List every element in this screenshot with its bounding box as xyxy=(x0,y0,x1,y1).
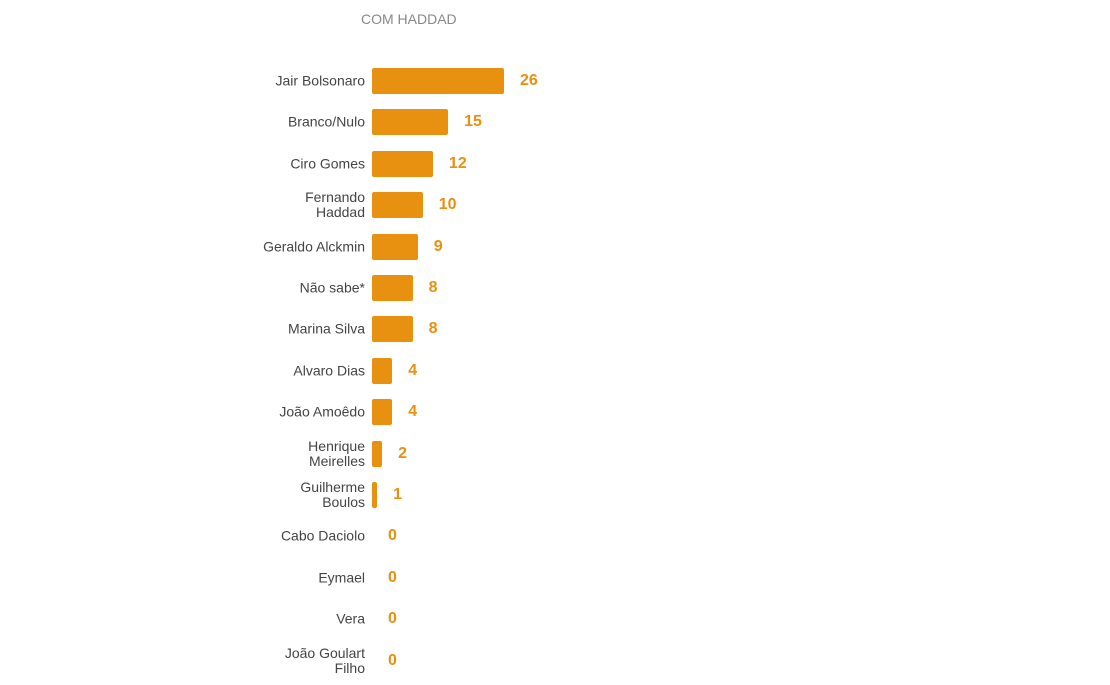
chart-title: COM HADDAD xyxy=(361,11,457,27)
category-label: Marina Silva xyxy=(287,320,365,337)
bar xyxy=(372,233,418,260)
value-label: 4 xyxy=(408,403,418,421)
bar xyxy=(372,192,423,219)
category-label: Não sabe* xyxy=(299,279,365,296)
category-label: Henrique Meirelles xyxy=(308,437,365,469)
category-label: Vera xyxy=(336,610,365,627)
category-label: Fernando Haddad xyxy=(305,189,365,221)
category-label: Eymael xyxy=(318,569,365,586)
value-label: 8 xyxy=(428,279,438,296)
category-label: João Goulart Filho xyxy=(284,644,365,676)
category-label: Geraldo Alckmin xyxy=(263,238,365,255)
value-label: 0 xyxy=(388,568,397,586)
category-label: João Amoêdo xyxy=(279,403,365,420)
category-label: Jair Bolsonaro xyxy=(275,72,366,89)
value-label: 15 xyxy=(464,113,482,131)
value-label: 0 xyxy=(388,651,397,669)
category-label: Alvaro Dias xyxy=(293,362,365,379)
value-label: 0 xyxy=(388,610,397,628)
value-label: 8 xyxy=(428,320,438,338)
bar xyxy=(372,316,413,343)
bar xyxy=(372,109,449,136)
bar xyxy=(372,482,378,508)
value-label: 1 xyxy=(393,486,402,503)
value-label: 4 xyxy=(408,361,418,379)
category-label: Branco/Nulo xyxy=(287,113,365,130)
value-label: 10 xyxy=(438,196,457,214)
bar xyxy=(372,399,393,426)
bar xyxy=(372,440,383,467)
bar xyxy=(372,357,393,384)
category-label: Ciro Gomes xyxy=(290,155,365,172)
category-label: Cabo Daciolo xyxy=(280,527,365,544)
value-label: 0 xyxy=(388,527,397,545)
bar xyxy=(372,150,433,177)
value-label: 26 xyxy=(520,72,538,89)
value-label: 12 xyxy=(448,154,467,172)
bar xyxy=(372,275,413,301)
value-label: 2 xyxy=(398,444,408,462)
category-label: Guilherme Boulos xyxy=(300,479,365,510)
value-label: 9 xyxy=(433,237,443,255)
bar xyxy=(372,68,504,94)
